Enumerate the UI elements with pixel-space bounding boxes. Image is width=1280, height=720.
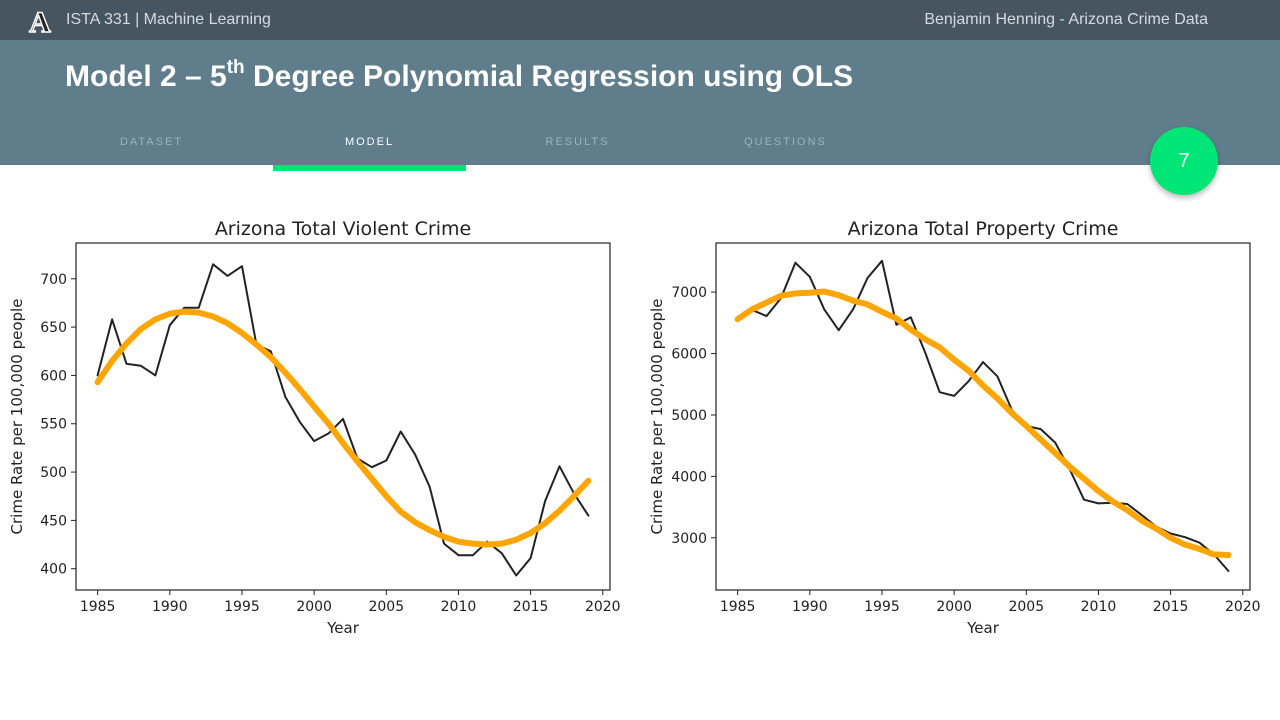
chart-title: Arizona Total Violent Crime — [215, 218, 471, 240]
plot-frame — [715, 242, 1251, 591]
y-axis-label: Crime Rate per 100,000 people — [8, 299, 26, 535]
x-tick-label: 2005 — [1008, 599, 1044, 615]
x-tick-label: 1995 — [864, 599, 900, 615]
y-tick-label: 7000 — [671, 285, 707, 301]
active-tab-indicator — [273, 165, 466, 171]
course-title: ISTA 331 | Machine Learning — [66, 11, 271, 28]
x-tick-label: 2010 — [441, 599, 477, 615]
slide-header: Model 2 – 5th Degree Polynomial Regressi… — [0, 40, 1280, 165]
tab-model[interactable]: MODEL — [344, 136, 395, 148]
slide-title: Model 2 – 5th Degree Polynomial Regressi… — [65, 57, 854, 94]
tab-dataset[interactable]: DATASET — [119, 136, 184, 148]
y-tick-label: 650 — [40, 320, 67, 336]
polynomial-fit-line — [94, 308, 592, 548]
university-logo: A — [22, 5, 58, 37]
tab-results[interactable]: RESULTS — [545, 136, 610, 148]
actual-data-line — [736, 259, 1230, 572]
y-tick-label: 400 — [40, 562, 67, 578]
title-superscript: th — [226, 57, 245, 78]
y-axis-label: Crime Rate per 100,000 people — [648, 299, 666, 535]
title-main: Model 2 – 5 — [65, 60, 227, 93]
logo-letter: A — [29, 6, 51, 37]
x-axis-label: Year — [326, 619, 360, 637]
author-title: Benjamin Henning - Arizona Crime Data — [924, 11, 1208, 28]
y-tick-label: 600 — [40, 368, 67, 384]
x-tick-label: 1995 — [224, 599, 260, 615]
property-crime-chart: Arizona Total Property Crime 1985 1990 1995… — [648, 218, 1261, 637]
y-tick-label: 4000 — [671, 469, 707, 485]
violent-crime-chart: Arizona Total Violent Crime 1985 1990 1995 2… — [8, 218, 621, 637]
x-tick-label: 2000 — [296, 599, 332, 615]
x-tick-label: 2020 — [585, 599, 621, 615]
x-tick-label: 2015 — [513, 599, 549, 615]
y-tick-label: 700 — [40, 272, 67, 288]
x-tick-label: 2015 — [1153, 599, 1189, 615]
y-tick-label: 3000 — [671, 531, 707, 547]
x-tick-label: 1985 — [720, 599, 756, 615]
x-tick-label: 2005 — [368, 599, 404, 615]
x-tick-label: 1985 — [80, 599, 116, 615]
plot-frame — [75, 242, 611, 591]
title-rest: Degree Polynomial Regression using OLS — [244, 60, 854, 93]
y-tick-label: 6000 — [671, 347, 707, 363]
top-bar: A ISTA 331 | Machine Learning Benjamin H… — [0, 0, 1280, 40]
page-number-badge[interactable]: 7 — [1150, 127, 1218, 195]
polynomial-fit-line — [734, 288, 1232, 558]
y-tick-label: 500 — [40, 465, 67, 481]
y-tick-label: 5000 — [671, 408, 707, 424]
x-axis-label: Year — [966, 619, 1000, 637]
tab-questions[interactable]: QUESTIONS — [744, 136, 827, 148]
x-tick-label: 1990 — [152, 599, 188, 615]
y-tick-label: 450 — [40, 513, 67, 529]
x-tick-label: 2010 — [1081, 599, 1117, 615]
x-tick-label: 2000 — [936, 599, 972, 615]
chart-title: Arizona Total Property Crime — [848, 218, 1119, 240]
x-tick-label: 1990 — [792, 599, 828, 615]
y-tick-label: 550 — [40, 417, 67, 433]
x-tick-label: 2020 — [1225, 599, 1261, 615]
